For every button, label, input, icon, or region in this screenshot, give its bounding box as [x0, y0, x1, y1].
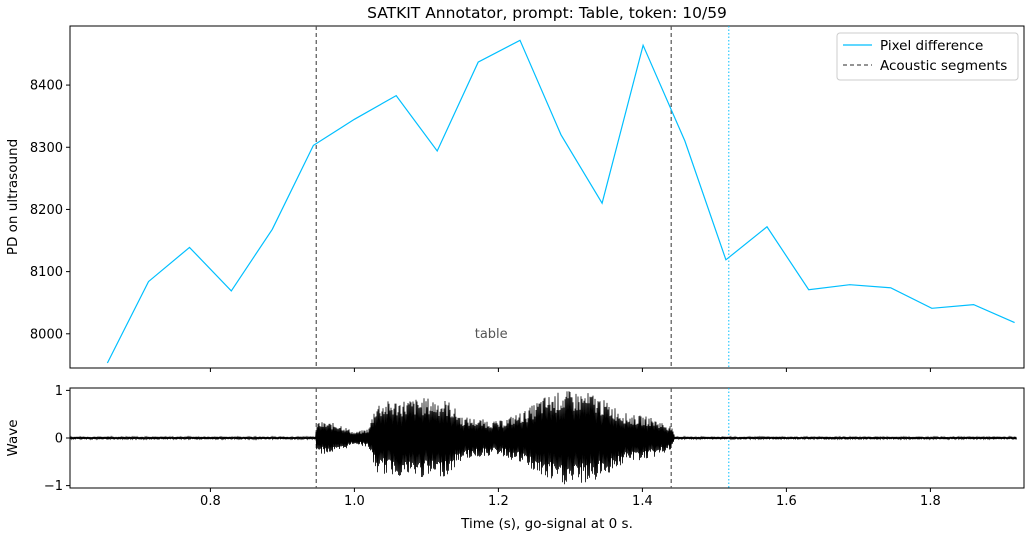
waveform — [69, 391, 1017, 485]
chart-title: SATKIT Annotator, prompt: Table, token: … — [367, 4, 727, 22]
legend-label-pixel-difference: Pixel difference — [880, 38, 983, 54]
wave-ytick-label: 0 — [55, 432, 63, 447]
pd-ytick-label: 8000 — [30, 327, 63, 342]
wave-panel: −1 0 1 0.8 1.0 1.2 1.4 1.6 1.8 Wave Time (s), g… — [5, 384, 1025, 532]
wave-xticks: 0.8 1.0 1.2 1.4 1.6 1.8 — [200, 488, 941, 509]
wave-ylabel: Wave — [5, 419, 21, 456]
pd-panel: 8000 8100 8200 8300 8400 PD on ultrasound ta… — [5, 25, 1025, 372]
pd-ytick-label: 8400 — [30, 79, 63, 94]
wave-xtick-label: 0.8 — [200, 494, 221, 509]
wave-xtick-label: 1.2 — [488, 494, 509, 509]
wave-xtick-label: 1.4 — [632, 494, 653, 509]
wave-xtick-label: 1.6 — [776, 494, 797, 509]
pd-ytick-label: 8200 — [30, 203, 63, 218]
pd-ylabel: PD on ultrasound — [5, 139, 21, 255]
pd-yticks: 8000 8100 8200 8300 8400 — [30, 79, 70, 342]
pd-vertical-lines — [315, 26, 730, 368]
wave-xlabel: Time (s), go-signal at 0 s. — [460, 516, 633, 532]
pd-series-line — [106, 39, 1015, 364]
pd-ytick-label: 8300 — [30, 141, 63, 156]
legend-label-acoustic-segments: Acoustic segments — [880, 58, 1007, 74]
legend: Pixel difference Acoustic segments — [836, 32, 1019, 81]
segment-annotation: table — [475, 327, 508, 342]
legend-box — [836, 32, 1019, 81]
pd-xticks — [209, 368, 931, 372]
wave-xtick-label: 1.0 — [344, 494, 365, 509]
wave-ytick-label: 1 — [55, 384, 63, 399]
wave-xtick-label: 1.8 — [920, 494, 941, 509]
pd-ytick-label: 8100 — [30, 265, 63, 280]
pd-axes-frame — [69, 25, 1025, 369]
wave-ytick-label: −1 — [44, 479, 63, 494]
wave-yticks: −1 0 1 — [44, 384, 70, 494]
